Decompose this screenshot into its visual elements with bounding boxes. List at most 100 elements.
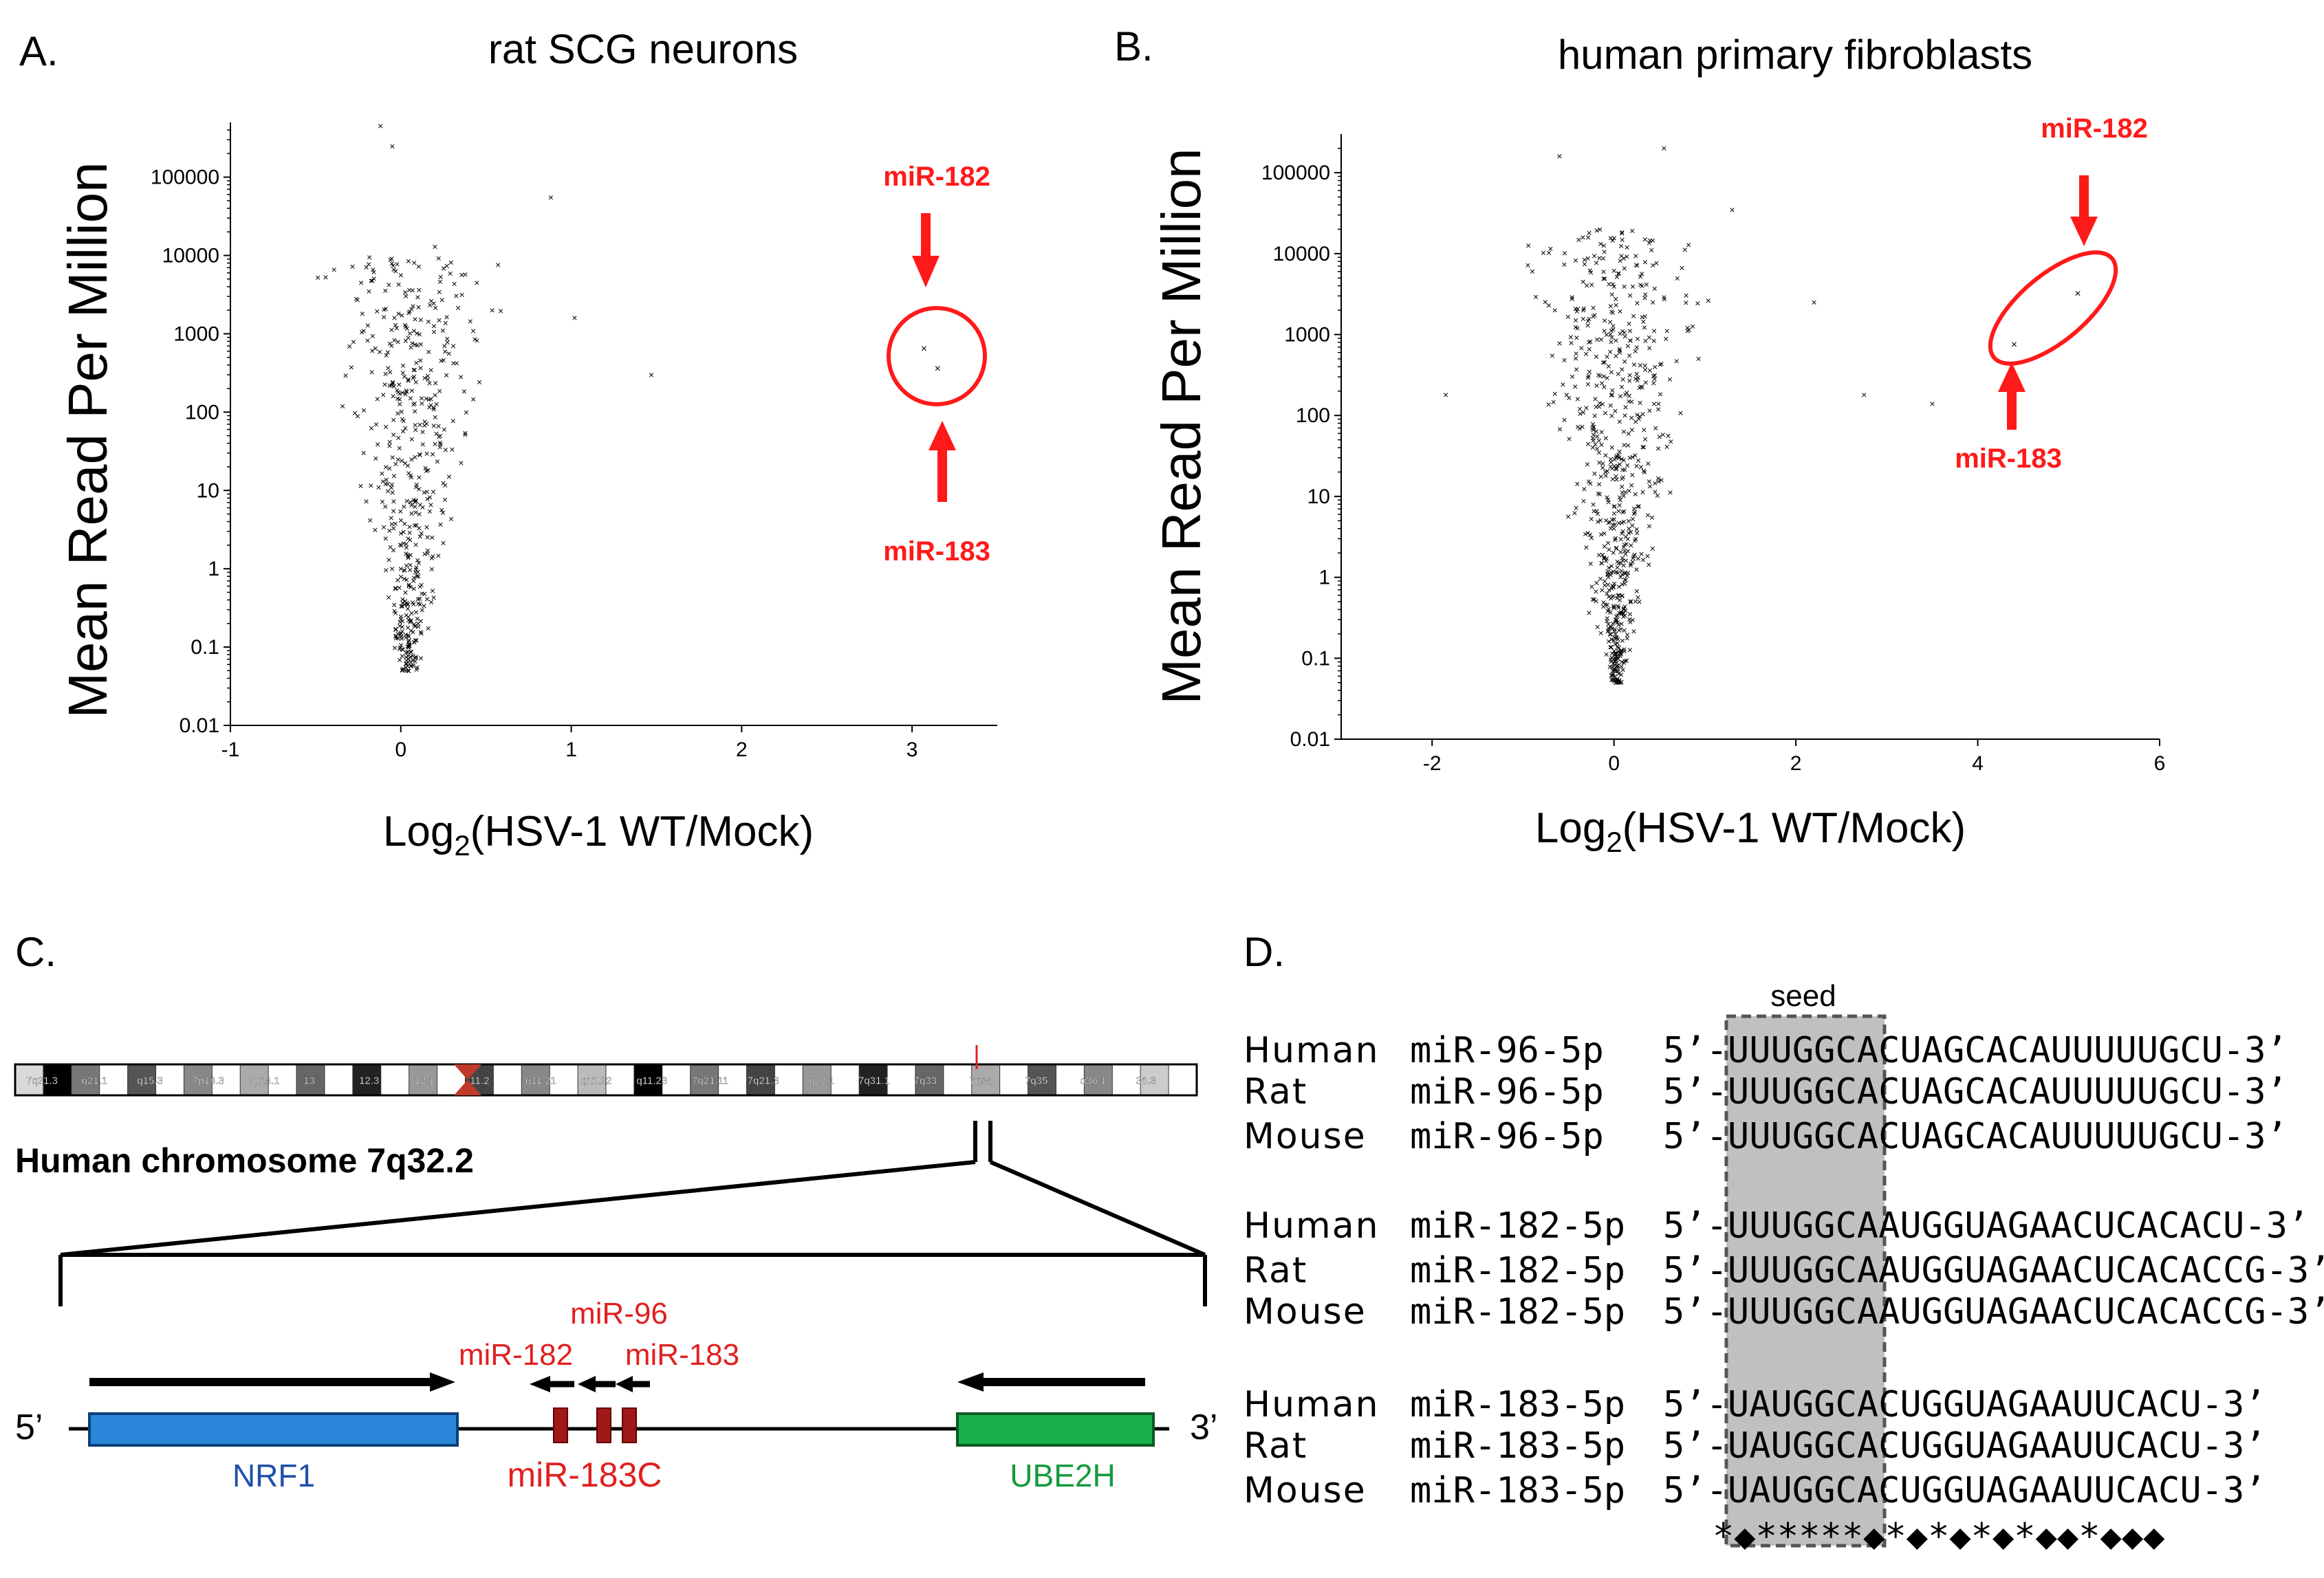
scatter-point: × [1617,345,1622,356]
band-label: 7q22.1 [803,1075,834,1087]
mirna-sequence: 5’-UUUGGCAAUGGUAGAACUCACACCG-3’ [1663,1291,2324,1333]
chromosome-band [127,1064,157,1096]
scatter-point: × [1611,461,1617,472]
scatter-point: × [400,594,405,605]
scatter-point: × [381,311,387,322]
x-tick-label: 3 [906,738,918,761]
scatter-point: × [1573,353,1578,364]
scatter-point: × [1619,454,1625,465]
panel-a-highlight: miR-182 miR-183 [883,162,990,567]
scatter-point: × [412,620,417,631]
scatter-point: × [426,347,431,358]
mirna-name: miR-96-5p [1410,1030,1604,1071]
scatter-point: × [398,600,404,611]
scatter-point: × [1611,600,1616,611]
scatter-point: × [332,264,337,275]
scatter-point: × [402,565,407,576]
scatter-point: × [361,447,367,458]
scatter-point: × [1582,254,1587,265]
scatter-point: × [1600,357,1606,368]
scatter-point: × [1647,476,1652,487]
scatter-point: × [405,657,411,668]
scatter-point: × [1530,265,1535,276]
scatter-point: × [408,651,413,662]
scatter-point: × [1615,637,1620,648]
mir96-label: miR-96 [570,1297,668,1330]
chromosome-band [1028,1064,1057,1096]
scatter-point: × [371,266,376,277]
scatter-point: × [413,567,418,578]
scatter-point: × [1615,662,1620,673]
scatter-point: × [1608,400,1614,411]
scatter-point: × [1573,255,1578,266]
scatter-point: × [1622,410,1628,421]
scatter-point: × [1616,668,1622,679]
scatter-point: × [1655,404,1661,415]
scatter-point: × [1629,479,1634,490]
chromosome-band [887,1064,916,1096]
scatter-point: × [1655,472,1661,483]
band-label: 36.3 [1136,1075,1155,1087]
chromosome-band [858,1064,889,1096]
scatter-point: × [1574,502,1579,513]
scatter-point: × [1608,569,1614,580]
seed-label: seed [1770,979,1836,1013]
x-tick-label: 4 [1972,752,1984,775]
scatter-point: × [411,575,416,586]
scatter-point: × [1614,450,1619,461]
scatter-point: × [398,571,404,582]
scatter-point: × [1651,377,1656,388]
scatter-point: × [1618,571,1623,582]
scatter-point: × [1587,478,1593,489]
scatter-point: × [402,599,407,610]
mirna-sequence: 5’-UAUGGCACUGGUAGAAUUCACU-3’ [1663,1425,2266,1467]
scatter-point: × [1653,257,1659,268]
scatter-point: × [1579,421,1585,432]
scatter-point: × [426,394,431,405]
scatter-point: × [1600,601,1606,612]
scatter-point: × [1590,442,1596,453]
scatter-point: × [428,596,434,607]
scatter-point: × [1622,601,1627,612]
scatter-point: × [412,314,417,325]
scatter-point: × [1642,434,1648,445]
scatter-point: × [393,458,398,469]
scatter-point: × [1622,568,1628,579]
scatter-point: × [424,448,430,459]
scatter-point: × [408,657,413,668]
scatter-point: × [1587,227,1592,238]
scatter-point: × [1605,465,1610,476]
scatter-point: × [395,432,401,443]
scatter-point: × [1585,372,1591,383]
y-tick-label: 1000 [1284,324,1330,347]
scatter-point: × [572,312,577,323]
scatter-point: × [1591,311,1596,322]
scatter-point: × [432,241,437,252]
scatter-point: × [414,479,420,490]
scatter-point: × [404,560,409,571]
scatter-point: × [1607,628,1613,639]
scatter-point: × [380,476,386,487]
scatter-point: × [1627,325,1633,336]
scatter-point: × [412,656,417,667]
scatter-point: × [424,486,430,497]
scatter-point: × [1613,616,1618,627]
chromosome-band [718,1064,748,1096]
scatter-point: × [1608,336,1614,347]
scatter-point: × [419,393,424,404]
scatter-point: × [1605,569,1611,580]
panel-a-title: rat SCG neurons [488,26,798,72]
scatter-point: × [407,559,413,570]
scatter-point: × [1577,423,1583,434]
scatter-point: × [1638,461,1644,472]
scatter-point: × [442,340,447,351]
scatter-point: × [458,457,464,468]
scatter-point: × [1562,248,1567,259]
scatter-point: × [1612,648,1618,659]
scatter-point: × [1651,370,1656,381]
scatter-point: × [386,591,391,602]
scatter-point: × [383,565,389,576]
scatter-point: × [1616,653,1621,664]
scatter-point: × [389,512,394,523]
scatter-point: × [1658,359,1663,370]
